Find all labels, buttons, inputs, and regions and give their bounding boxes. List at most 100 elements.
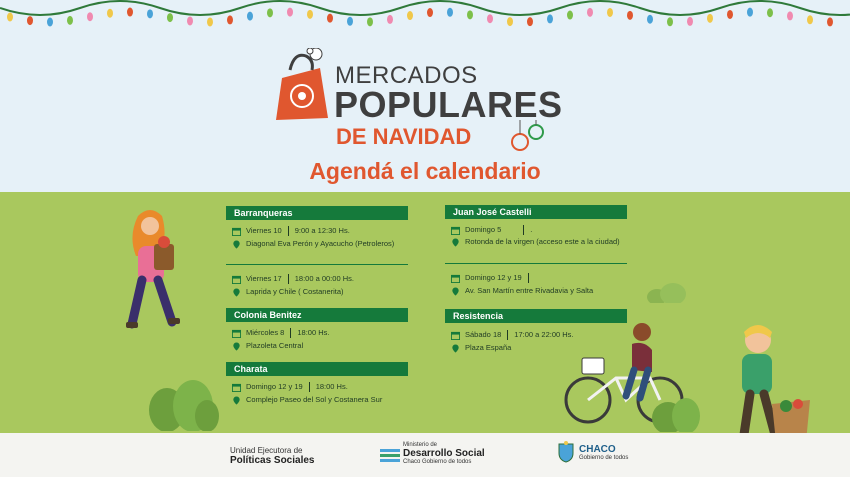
light-bulb-icon — [247, 11, 253, 21]
light-bulb-icon — [507, 17, 513, 27]
light-bulb-icon — [107, 8, 113, 18]
location-pin-icon — [233, 287, 240, 297]
light-bulb-icon — [167, 13, 173, 23]
light-bulb-icon — [567, 10, 573, 20]
light-bulb-icon — [147, 9, 153, 19]
light-bulb-icon — [767, 8, 773, 18]
light-bulb-icon — [607, 7, 613, 17]
footer-logo-subcaption: Chaco Gobierno de todos — [403, 459, 472, 465]
event-day: Sábado 18 — [465, 330, 502, 339]
event-day: Domingo 5 — [465, 225, 502, 234]
calendar-icon — [232, 275, 241, 284]
event-place: Plazoleta Central — [246, 341, 304, 350]
title-line-1: MERCADOS — [335, 62, 478, 89]
location-bar-barranqueras: Barranqueras — [226, 206, 408, 220]
location-bar-resistencia: Resistencia — [445, 309, 627, 323]
light-bulb-icon — [747, 7, 753, 17]
light-bulb-icon — [647, 14, 653, 24]
event-row: Domingo 12 y 19 — [451, 272, 535, 284]
event-place: Rotonda de la virgen (acceso este a la c… — [465, 237, 620, 246]
location-pin-icon — [452, 343, 459, 353]
shopping-bag-logo-icon — [276, 48, 328, 120]
light-bulb-icon — [667, 17, 673, 27]
event-place: Laprida y Chile ( Costanerita) — [246, 287, 344, 296]
footer-logo-politicas-sociales: Unidad Ejecutora de Políticas Sociales — [230, 446, 315, 466]
light-bulb-icon — [407, 11, 413, 21]
event-place: Av. San Martín entre Rivadavia y Salta — [465, 286, 594, 295]
subtitle: Agendá el calendario — [309, 158, 541, 184]
light-bulb-icon — [7, 12, 13, 22]
event-day: Domingo 12 y 19 — [465, 273, 522, 282]
footer-logo-subcaption: Gobierno de todos — [579, 455, 629, 461]
light-bulb-icon — [267, 8, 273, 18]
location-pin-icon — [233, 239, 240, 249]
bush-illustration-right — [652, 398, 700, 432]
woman-with-bag-illustration — [126, 210, 180, 329]
event-place-row: Laprida y Chile ( Costanerita) — [232, 286, 344, 298]
light-bulb-icon — [707, 13, 713, 23]
calendar-icon — [451, 226, 460, 235]
event-time: 18:00 Hs. — [297, 328, 330, 337]
event-time: 17:00 a 22:00 Hs. — [514, 330, 574, 339]
desarrollo-social-logo-icon — [380, 449, 400, 462]
light-bulb-icon — [687, 16, 693, 26]
location-pin-icon — [452, 238, 459, 247]
light-bulb-icon — [287, 7, 293, 17]
light-bulb-icon — [87, 12, 93, 22]
event-place: Complejo Paseo del Sol y Costanera Sur — [246, 395, 383, 404]
location-bar-colonia-benitez: Colonia Benitez — [226, 308, 408, 322]
light-bulb-icon — [227, 15, 233, 25]
location-pin-icon — [233, 395, 240, 405]
calendar-icon — [451, 274, 460, 283]
calendar-icon — [232, 227, 241, 236]
light-bulb-icon — [427, 8, 433, 18]
event-row: Domingo 12 y 19 18:00 Hs. — [232, 381, 348, 393]
event-place: Diagonal Eva Perón y Ayacucho (Petrolero… — [246, 239, 395, 248]
light-bulb-icon — [527, 17, 533, 27]
event-time: 18:00 a 00:00 Hs. — [294, 274, 354, 283]
location-pin-icon — [233, 341, 240, 351]
man-with-basket-illustration — [737, 325, 810, 453]
light-bulb-icon — [787, 11, 793, 21]
light-bulb-icon — [207, 17, 213, 27]
bush-illustration — [149, 380, 219, 431]
light-bulb-icon — [487, 14, 493, 24]
light-bulb-icon — [827, 17, 833, 27]
light-bulb-icon — [47, 17, 53, 27]
event-place: Plaza España — [465, 343, 512, 352]
event-day: Viernes 17 — [246, 274, 282, 283]
light-bulb-icon — [347, 16, 353, 26]
chaco-shield-icon — [558, 441, 574, 463]
string-lights-decoration — [0, 0, 850, 27]
ornament-icon — [511, 120, 544, 151]
light-bulb-icon — [187, 16, 193, 26]
event-time: 18:00 Hs. — [315, 382, 348, 391]
event-place-row: Diagonal Eva Perón y Ayacucho (Petrolero… — [232, 238, 394, 250]
divider — [226, 264, 408, 265]
light-bulb-icon — [327, 13, 333, 23]
event-row: Domingo 5. — [451, 224, 532, 236]
sky-background — [0, 0, 850, 192]
calendar-icon — [232, 383, 241, 392]
event-day: Viernes 10 — [246, 226, 282, 235]
footer-logo-title: Desarrollo Social — [403, 448, 485, 459]
light-bulb-icon — [307, 9, 313, 19]
calendar-icon — [232, 329, 241, 338]
location-pin-icon — [452, 286, 459, 296]
small-bush-illustration — [647, 283, 686, 303]
event-time: 9:00 a 12:30 Hs. — [294, 226, 350, 235]
event-row: Viernes 17 18:00 a 00:00 Hs. — [232, 273, 354, 285]
event-day: Domingo 12 y 19 — [246, 382, 303, 391]
light-bulb-icon — [627, 10, 633, 20]
footer-logo-title: Políticas Sociales — [230, 455, 315, 466]
light-bulb-icon — [727, 9, 733, 19]
light-bulb-icon — [127, 7, 133, 17]
event-place-row: Complejo Paseo del Sol y Costanera Sur — [232, 394, 382, 406]
light-bulb-icon — [387, 14, 393, 24]
light-bulb-icon — [447, 7, 453, 17]
event-row: Sábado 18 17:00 a 22:00 Hs. — [451, 329, 574, 341]
event-place-row: Plazoleta Central — [232, 340, 303, 352]
location-bar-charata: Charata — [226, 362, 408, 376]
divider — [445, 263, 627, 264]
footer-logo-desarrollo-social: Ministerio de Desarrollo Social Chaco Go… — [403, 442, 485, 465]
